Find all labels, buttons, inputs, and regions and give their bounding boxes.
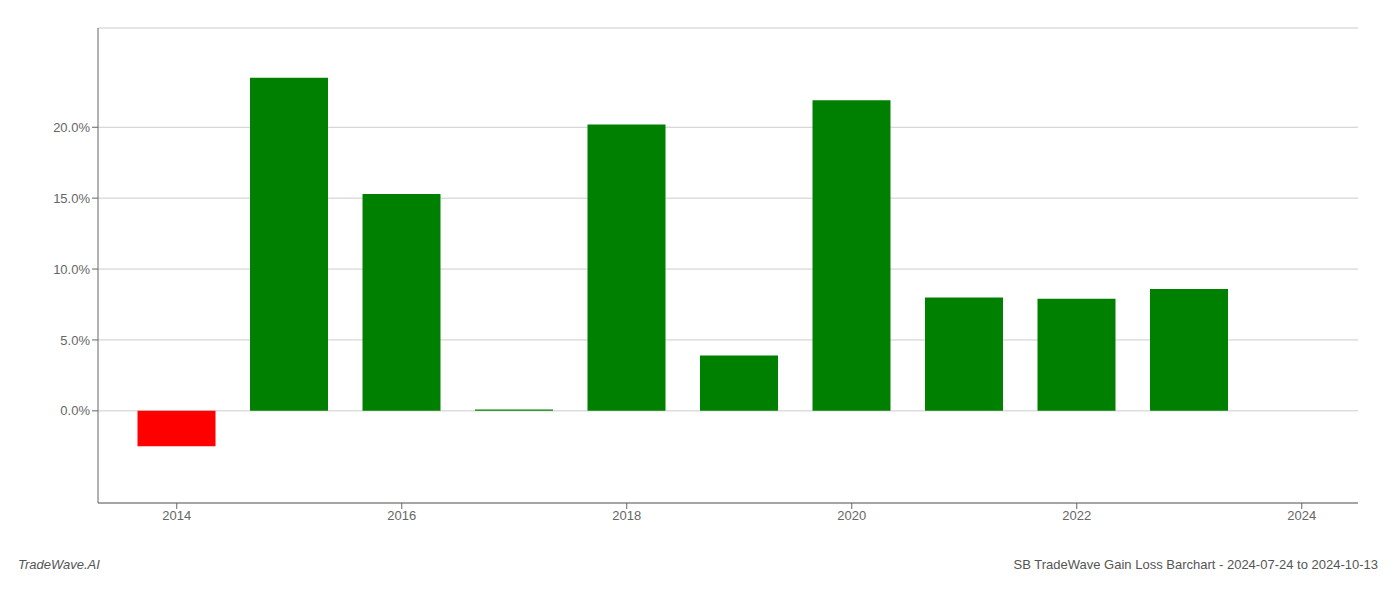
svg-text:2016: 2016 xyxy=(387,508,416,523)
svg-text:0.0%: 0.0% xyxy=(60,403,90,418)
svg-text:2014: 2014 xyxy=(162,508,191,523)
svg-text:2020: 2020 xyxy=(837,508,866,523)
svg-text:5.0%: 5.0% xyxy=(60,333,90,348)
svg-text:10.0%: 10.0% xyxy=(53,262,90,277)
html-text:TradeWave.AI: TradeWave.AI xyxy=(18,557,100,572)
svg-text:2022: 2022 xyxy=(1062,508,1091,523)
html-text:SB TradeWave Gain Loss Barchar: SB TradeWave Gain Loss Barchart - 2024-0… xyxy=(1013,557,1378,572)
svg-text:2018: 2018 xyxy=(612,508,641,523)
svg-text:2024: 2024 xyxy=(1287,508,1316,523)
svg-text:15.0%: 15.0% xyxy=(53,191,90,206)
svg-text:20.0%: 20.0% xyxy=(53,120,90,135)
